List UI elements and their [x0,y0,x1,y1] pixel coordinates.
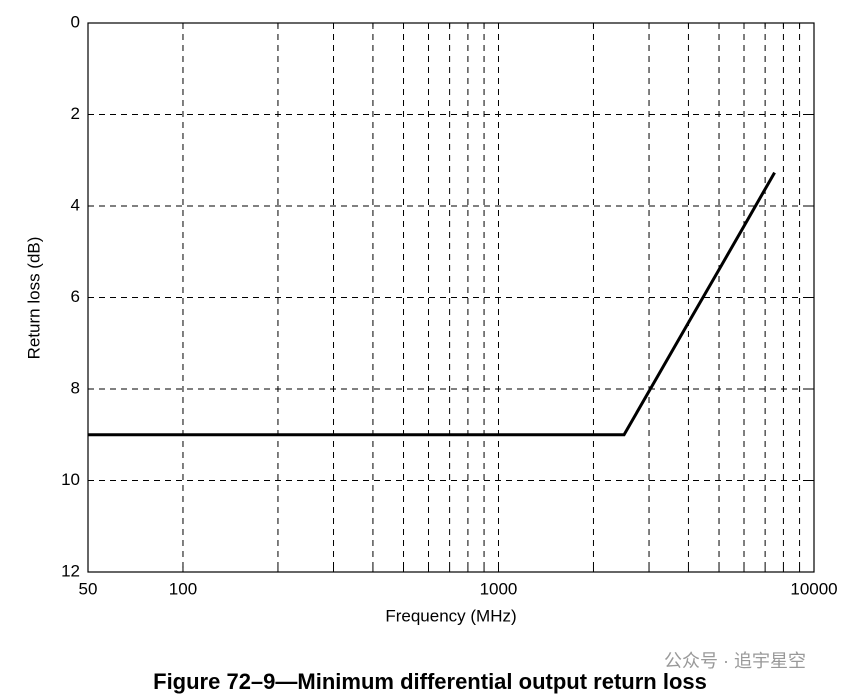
plot-frame [87,22,815,573]
y-tick-label: 4 [71,195,80,214]
x-tick-label: 100 [169,579,197,598]
chart-title: Figure 72–9—Minimum differential output … [153,669,707,694]
x-tick-label: 1000 [480,579,518,598]
y-tick-label: 8 [71,378,80,397]
x-axis-label: Frequency (MHz) [385,606,516,625]
x-tick-label: 50 [79,579,98,598]
watermark: 公众号 · 追宇星空 [664,651,806,671]
y-tick-label: 12 [61,561,80,580]
y-axis-label: Return loss (dB) [24,237,43,360]
y-tick-label: 0 [71,12,80,31]
y-tick-label: 6 [71,287,80,306]
y-tick-label: 10 [61,470,80,489]
x-tick-label: 10000 [790,579,837,598]
y-tick-label: 2 [71,104,80,123]
line [88,171,776,437]
